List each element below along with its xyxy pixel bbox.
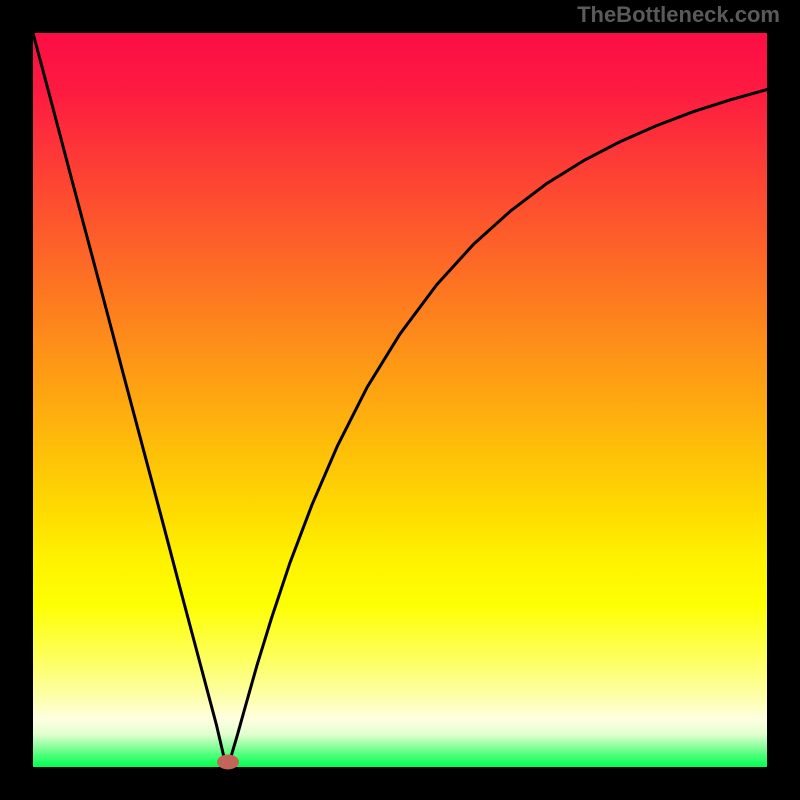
bottleneck-curve <box>33 33 767 767</box>
plot-area <box>33 33 767 767</box>
attribution-text: TheBottleneck.com <box>577 2 780 28</box>
bottleneck-marker <box>217 754 239 769</box>
